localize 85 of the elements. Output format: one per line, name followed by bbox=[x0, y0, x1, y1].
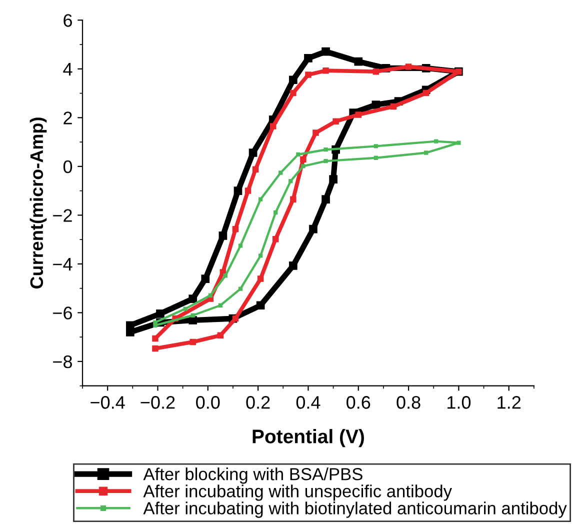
point bbox=[322, 47, 330, 56]
x-tick-label: 0.6 bbox=[346, 396, 370, 409]
point bbox=[390, 103, 397, 110]
x-tick-label: 1.2 bbox=[498, 396, 521, 409]
y-tick-label: 0 bbox=[63, 160, 72, 174]
point bbox=[324, 148, 328, 152]
point bbox=[272, 236, 279, 242]
point bbox=[332, 118, 339, 124]
y-tick-label: −8 bbox=[53, 355, 72, 368]
point bbox=[372, 68, 380, 75]
point bbox=[258, 197, 263, 202]
y-tick-label: −6 bbox=[53, 306, 72, 320]
point bbox=[190, 313, 195, 318]
legend-label: After blocking with BSA/PBS bbox=[143, 468, 362, 484]
point bbox=[288, 178, 293, 184]
point bbox=[188, 316, 198, 324]
point bbox=[258, 254, 263, 258]
point bbox=[296, 152, 300, 157]
x-tick-label: 0.2 bbox=[246, 396, 270, 409]
point bbox=[153, 320, 158, 325]
x-axis-title: Potential (V) bbox=[252, 429, 364, 448]
point bbox=[217, 332, 224, 338]
x-tick-label: −0.2 bbox=[140, 396, 175, 409]
point bbox=[374, 144, 378, 148]
point bbox=[305, 72, 312, 78]
point bbox=[354, 57, 363, 66]
point bbox=[290, 90, 296, 96]
point bbox=[238, 244, 243, 248]
y-tick-label: 4 bbox=[63, 63, 72, 76]
point bbox=[374, 156, 378, 160]
point bbox=[405, 64, 412, 70]
y-tick-label: −4 bbox=[53, 258, 72, 270]
point bbox=[274, 210, 278, 215]
point bbox=[424, 150, 428, 155]
point bbox=[252, 166, 259, 172]
point bbox=[456, 140, 461, 145]
x-tick-label: 1.0 bbox=[448, 396, 471, 409]
point bbox=[322, 67, 329, 74]
point bbox=[244, 188, 252, 194]
point bbox=[223, 274, 228, 278]
point bbox=[234, 186, 242, 195]
x-tick-label: −0.4 bbox=[90, 396, 125, 409]
point bbox=[248, 148, 258, 157]
point bbox=[208, 293, 212, 298]
y-tick-label: −2 bbox=[53, 209, 72, 222]
point bbox=[190, 338, 196, 346]
y-tick-label: 6 bbox=[64, 14, 72, 27]
point bbox=[152, 345, 158, 352]
x-tick-label: 0.0 bbox=[196, 396, 220, 409]
point bbox=[422, 90, 430, 96]
point bbox=[324, 158, 328, 164]
point bbox=[152, 335, 158, 342]
point bbox=[201, 274, 210, 283]
point bbox=[218, 303, 223, 308]
point bbox=[289, 261, 298, 270]
point bbox=[312, 130, 319, 136]
legend-label: After incubating with unspecific antibody bbox=[143, 484, 452, 501]
point bbox=[300, 156, 306, 162]
point bbox=[220, 269, 226, 276]
point bbox=[372, 100, 380, 109]
point bbox=[290, 196, 296, 202]
point bbox=[309, 224, 318, 234]
legend-label: After incubating with biotinylated anticoumarin antibody bbox=[143, 502, 567, 518]
y-tick-label: 2 bbox=[64, 112, 72, 124]
point bbox=[218, 231, 228, 240]
point bbox=[329, 175, 338, 184]
y-axis-title: Current(micro-Amp) bbox=[30, 118, 47, 289]
point bbox=[232, 226, 239, 232]
point bbox=[183, 306, 188, 311]
point bbox=[322, 195, 330, 204]
point bbox=[278, 170, 283, 175]
point bbox=[232, 315, 239, 322]
point bbox=[256, 301, 265, 310]
x-tick-label: 0.4 bbox=[296, 396, 320, 409]
x-tick-label: 0.8 bbox=[396, 396, 420, 409]
point bbox=[238, 286, 243, 291]
point bbox=[304, 54, 312, 62]
point bbox=[270, 123, 276, 130]
point bbox=[301, 164, 306, 168]
point bbox=[188, 294, 198, 303]
point bbox=[355, 112, 362, 118]
point bbox=[257, 276, 264, 282]
point bbox=[289, 76, 298, 84]
point bbox=[156, 310, 164, 318]
point bbox=[434, 139, 438, 144]
